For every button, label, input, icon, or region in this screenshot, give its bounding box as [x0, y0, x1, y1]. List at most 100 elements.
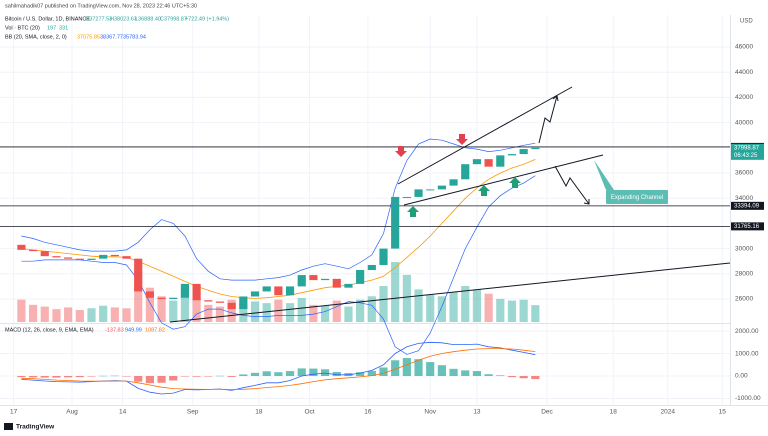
y-tick-label: 40000	[735, 119, 753, 126]
callout-pointer	[594, 160, 614, 190]
candle-down	[110, 254, 119, 257]
volume-bar	[262, 303, 271, 322]
legend-text: O37277.53	[85, 16, 112, 22]
volume-bar	[496, 298, 505, 322]
volume-bar	[145, 287, 154, 322]
macd-histogram	[262, 371, 271, 377]
volume-bar	[215, 306, 225, 322]
candle-down	[274, 286, 283, 296]
bb-upper	[21, 138, 536, 281]
volume-bar	[40, 306, 49, 322]
buy-arrow	[478, 185, 490, 196]
macd-histogram	[484, 374, 493, 377]
candle-up	[262, 286, 271, 292]
volume-bar	[449, 292, 458, 322]
candle-up	[239, 296, 248, 310]
y-tick-label: 36000	[735, 170, 753, 177]
x-tick-label: 15	[719, 409, 727, 416]
logo	[4, 423, 13, 430]
channel-lower	[403, 154, 604, 206]
price-label: 33394.09	[734, 203, 760, 209]
macd-histogram	[75, 376, 84, 378]
macd-histogram	[507, 376, 517, 378]
footer: TradingView	[16, 424, 55, 431]
macd-histogram	[110, 375, 119, 377]
macd-histogram	[414, 359, 423, 377]
macd-histogram	[52, 376, 61, 378]
candle-down	[484, 159, 493, 167]
y-tick-label: 34000	[735, 195, 753, 202]
candle-up	[461, 164, 470, 180]
macd-histogram	[356, 372, 365, 377]
volume-bar	[122, 308, 131, 322]
volume-bar	[297, 298, 306, 322]
volume-bar	[99, 305, 108, 322]
volume-bar	[367, 296, 376, 322]
volume-bar	[239, 302, 248, 322]
candle-up	[99, 254, 108, 259]
candle-up	[367, 264, 376, 271]
candle-up	[169, 297, 178, 300]
candle-up	[180, 283, 190, 298]
volume-bar	[309, 304, 318, 322]
macd-histogram	[274, 372, 283, 377]
volume-bar	[484, 293, 493, 322]
volume-bar	[87, 308, 96, 322]
y-tick-label: 44000	[735, 69, 753, 76]
support-trendline	[169, 262, 731, 323]
macd-histogram	[426, 362, 435, 377]
buy-arrow	[407, 206, 419, 217]
volume-bar	[356, 299, 365, 322]
bb-lower	[21, 175, 536, 355]
volume-bar	[227, 299, 236, 322]
macd-histogram	[29, 376, 38, 378]
macd-histogram	[99, 375, 108, 377]
volume-bar	[379, 286, 388, 322]
candle-down	[227, 302, 236, 310]
volume-bar	[461, 286, 470, 322]
candle-up	[391, 196, 400, 249]
legend-text: 1087.82	[145, 327, 165, 333]
legend-text: 949.99	[125, 327, 142, 333]
y-tick-label: 46000	[735, 44, 753, 51]
volume-bar	[75, 310, 84, 322]
x-tick-label: Sep	[187, 409, 199, 416]
volume-bar	[52, 309, 61, 322]
candle-up	[344, 283, 353, 288]
x-tick-label: Oct	[304, 409, 314, 416]
macd-histogram	[402, 358, 411, 377]
macd-histogram	[134, 376, 143, 382]
volume-bar	[332, 300, 341, 322]
plot	[0, 138, 730, 395]
macd-histogram	[367, 370, 376, 377]
volume-bar	[437, 296, 446, 322]
macd-histogram	[531, 376, 540, 380]
down-projection	[554, 165, 590, 205]
candle-down	[145, 291, 154, 298]
volume-bar	[192, 298, 201, 322]
candle-up	[437, 185, 446, 190]
volume-bar	[285, 303, 295, 322]
y-tick-label: 0.00	[735, 373, 748, 380]
price-label-box	[731, 222, 764, 231]
x-tick-label: Aug	[66, 409, 78, 416]
macd-histogram	[309, 368, 318, 377]
drawings	[169, 86, 731, 323]
legend-text: 331	[59, 25, 68, 31]
candle-up	[414, 189, 423, 197]
candle-up	[531, 147, 540, 150]
labels: 26000 28000 30000 34000 36000 40000 42000 44000…	[5, 16, 764, 416]
volume-bar	[531, 305, 540, 322]
macd-histogram	[472, 371, 482, 377]
price-label: 31765.16	[734, 224, 760, 230]
macd-histogram	[215, 375, 225, 377]
sell-arrow	[395, 146, 407, 157]
macd-histogram	[297, 368, 306, 377]
candle-up	[519, 149, 528, 155]
price-label: 37998.87	[734, 145, 760, 151]
candle-up	[297, 275, 306, 287]
legend-text: BB (20, SMA, close, 2, 0)	[5, 34, 67, 40]
y-tick-label: 26000	[735, 296, 753, 303]
volume-bar	[414, 289, 423, 322]
macd-histogram	[449, 368, 458, 377]
